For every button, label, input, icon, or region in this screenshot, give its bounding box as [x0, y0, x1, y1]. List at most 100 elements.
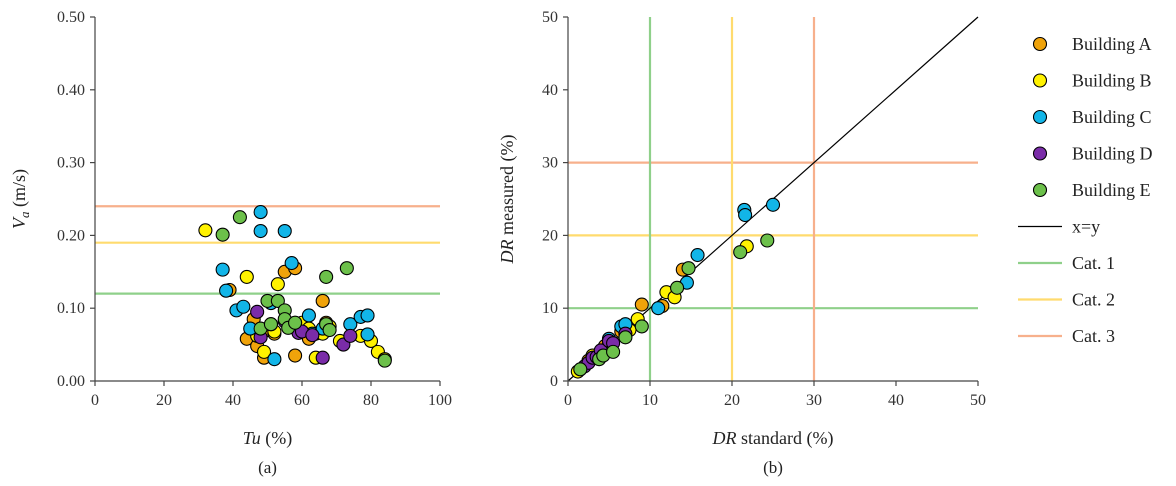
point-building-c: [690, 248, 705, 263]
y-tick-label: 0.10: [57, 300, 85, 317]
point-building-a: [315, 293, 330, 308]
legend-marker-building-b: [1032, 73, 1048, 88]
point-building-c: [360, 327, 375, 342]
y-axis-label-italic: DR: [497, 239, 517, 264]
point-building-d: [343, 328, 358, 343]
point-building-c: [253, 223, 268, 239]
point-building-e: [733, 245, 748, 260]
legend-label: Cat. 2: [1072, 290, 1115, 310]
x-tick-label: 20: [156, 392, 172, 409]
x-tick-label: 30: [806, 392, 822, 409]
y-tick-label: 0.00: [57, 373, 85, 390]
point-building-c: [301, 308, 316, 323]
point-building-c: [236, 299, 251, 314]
y-axis-label-sub: a: [17, 211, 32, 218]
legend-label: Building B: [1072, 71, 1152, 91]
point-building-e: [322, 322, 337, 338]
point-building-c: [738, 207, 753, 223]
caption: (a): [258, 458, 277, 477]
x-tick-label: 0: [91, 392, 99, 409]
y-tick-label: 50: [542, 9, 558, 26]
point-building-d: [305, 328, 320, 343]
x-axis-label-italic: Tu: [243, 428, 261, 448]
y-tick-label: 0: [550, 373, 558, 390]
legend-marker-building-d: [1032, 146, 1048, 161]
y-tick-label: 30: [542, 155, 558, 172]
point-building-e: [319, 269, 334, 284]
point-building-c: [765, 197, 781, 212]
legend-label: x=y: [1072, 217, 1100, 237]
point-building-e: [288, 315, 303, 330]
legend-marker-building-e: [1032, 182, 1048, 198]
legend-label: Cat. 3: [1072, 326, 1115, 346]
point-building-e: [606, 344, 621, 359]
point-building-c: [277, 223, 292, 239]
legend-label: Building D: [1072, 144, 1153, 164]
y-tick-label: 0.20: [57, 227, 85, 244]
point-building-e: [760, 233, 775, 248]
legend-label: Building C: [1072, 107, 1152, 127]
x-tick-label: 60: [294, 392, 310, 409]
y-axis-label-rest: (m/s): [9, 169, 30, 212]
point-building-d: [315, 350, 330, 365]
x-tick-label: 100: [428, 392, 452, 409]
point-building-e: [618, 330, 633, 345]
x-tick-label: 80: [363, 392, 379, 409]
y-tick-label: 40: [542, 82, 558, 99]
chart-a: 0 20 40 60 80 100 0.00 0.10 0.20 0.30 0.40 0.50 Tu (…: [9, 9, 452, 477]
point-building-a: [288, 348, 303, 363]
point-building-b: [270, 277, 285, 292]
point-building-c: [284, 256, 299, 271]
x-tick-label: 40: [888, 392, 904, 409]
point-building-e: [215, 227, 230, 242]
point-building-e: [263, 317, 279, 332]
x-tick-label: 20: [724, 392, 740, 409]
x-tick-label: 50: [970, 392, 986, 409]
point-building-b: [239, 269, 254, 284]
point-building-e: [634, 319, 649, 334]
legend-marker-building-a: [1032, 36, 1048, 52]
point-building-d: [250, 304, 265, 319]
legend-label: Building A: [1072, 34, 1152, 54]
x-tick-label: 0: [564, 392, 572, 409]
x-axis-label: DR standard (%): [712, 428, 834, 449]
point-building-e: [573, 362, 588, 377]
point-building-c: [360, 308, 375, 323]
y-tick-label: 0.40: [57, 82, 85, 99]
point-building-e: [232, 210, 247, 225]
y-axis-label: Va (m/s): [9, 169, 32, 229]
point-building-e: [681, 261, 696, 276]
caption: (b): [763, 458, 783, 477]
x-axis-label-rest: (%): [261, 428, 292, 449]
y-tick-label: 0.50: [57, 9, 85, 26]
point-building-b: [198, 223, 213, 238]
legend-label: Building E: [1072, 180, 1151, 200]
point-building-e: [377, 353, 392, 368]
point-building-c: [267, 352, 282, 367]
chart-b: 0 10 20 30 40 50 0 10 20 30 40 50 DR standard (%) (b)…: [497, 9, 986, 477]
x-axis-label: Tu (%): [243, 428, 293, 449]
point-building-c: [253, 205, 268, 220]
x-axis-label-italic: DR: [712, 428, 737, 448]
x-axis-label-rest: standard (%): [737, 428, 834, 449]
y-axis-label-italic: V: [9, 216, 29, 229]
y-tick-label: 10: [542, 300, 558, 317]
legend-label: Cat. 1: [1072, 253, 1115, 273]
point-building-e: [270, 293, 285, 308]
y-tick-label: 0.30: [57, 155, 85, 172]
legend: Building A Building B Building C Building D…: [1018, 34, 1153, 346]
point-building-c: [215, 262, 230, 277]
point-building-c: [651, 301, 666, 316]
point-building-a: [634, 297, 649, 312]
point-building-c: [219, 283, 234, 298]
point-building-b: [256, 344, 272, 359]
x-tick-label: 10: [642, 392, 658, 409]
y-axis-label-rest: measured (%): [497, 135, 518, 240]
y-tick-label: 20: [542, 227, 558, 244]
legend-marker-building-c: [1032, 109, 1048, 125]
point-building-e: [339, 261, 354, 276]
point-building-e: [670, 280, 685, 295]
y-axis-label: DR measured (%): [497, 135, 518, 265]
x-tick-label: 40: [225, 392, 241, 409]
